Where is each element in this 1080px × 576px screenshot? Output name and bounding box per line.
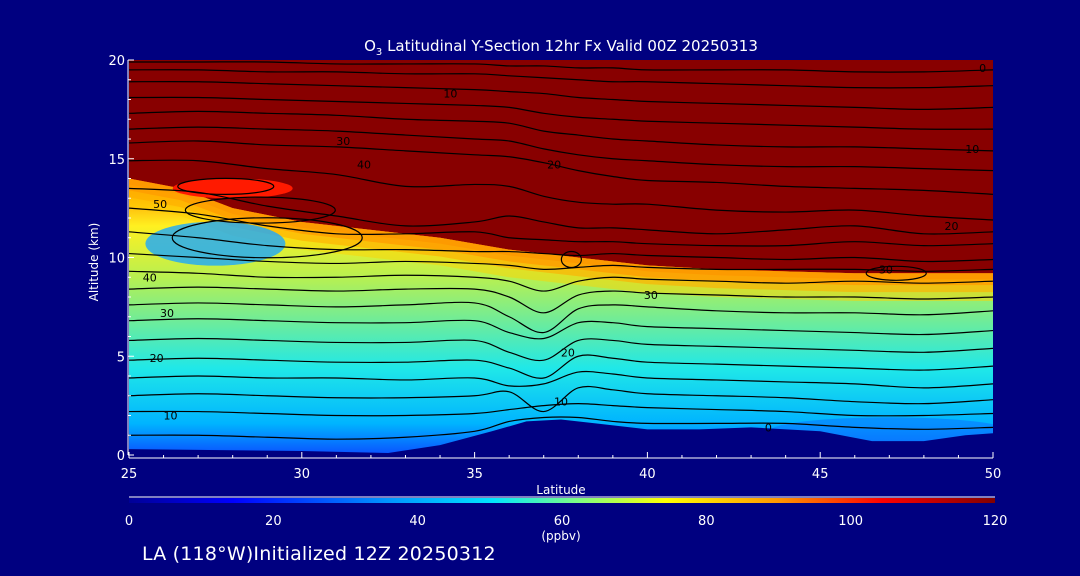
- x-tick-label: 40: [639, 467, 656, 482]
- y-tick-label: 0: [117, 449, 125, 464]
- contour-line: [129, 301, 993, 334]
- contour-line: [129, 385, 993, 413]
- contour-label: 10: [965, 143, 979, 156]
- contour-line: [129, 61, 993, 73]
- contour-line: [129, 80, 993, 110]
- x-tick-label: 35: [466, 467, 483, 482]
- y-tick-label: 20: [108, 54, 125, 69]
- contour-line: [129, 187, 993, 235]
- x-axis-label: Latitude: [536, 483, 585, 497]
- colorbar-tick-label: 0: [125, 514, 133, 529]
- contour-line: [865, 265, 927, 281]
- tropopause-band: [129, 178, 993, 301]
- colorbar-tick-label: 80: [698, 514, 715, 529]
- contour-line: [171, 217, 363, 259]
- contour-line: [129, 96, 993, 130]
- contour-label: 0: [765, 421, 772, 434]
- y-tick-label: 15: [108, 153, 125, 168]
- contour-label: 30: [336, 135, 350, 148]
- contour-label: 40: [143, 271, 157, 284]
- contour-label: 10: [443, 88, 457, 101]
- tropopause-band: [129, 178, 993, 293]
- contour-line: [129, 354, 993, 379]
- y-axis-label: Altitude (km): [87, 223, 101, 302]
- chart-title: O3 Latitudinal Y-Section 12hr Fx Valid 0…: [364, 37, 758, 58]
- contour-label: 20: [150, 352, 164, 365]
- contour-line: [129, 231, 993, 263]
- contour-line: [129, 159, 993, 221]
- y-tick-label: 5: [117, 350, 125, 365]
- contour-label: 0: [979, 62, 986, 75]
- contour-label: 30: [160, 307, 174, 320]
- contour-line: [129, 69, 993, 89]
- colorbar-tick-label: 120: [983, 514, 1008, 529]
- contour-line: [560, 250, 582, 269]
- colorbar-tick-label: 40: [409, 514, 426, 529]
- contour-line: [177, 177, 275, 195]
- contour-label: 10: [163, 410, 177, 423]
- colorbar: [129, 498, 995, 503]
- contour-label: 20: [945, 220, 959, 233]
- contour-label: 50: [153, 198, 167, 211]
- contour-line: [129, 286, 993, 314]
- contour-label: 30: [879, 263, 893, 276]
- contour-label: 10: [554, 396, 568, 409]
- colorbar-tick-label: 100: [838, 514, 863, 529]
- low-ozone-pocket: [145, 221, 286, 266]
- contour-line: [129, 126, 993, 172]
- contour-line: [129, 207, 993, 247]
- x-tick-label: 50: [985, 467, 1002, 482]
- contour-line: [129, 140, 993, 195]
- contour-line: [184, 196, 336, 224]
- terrain: [129, 419, 993, 455]
- contour-label: 20: [547, 159, 561, 172]
- x-tick-label: 25: [121, 467, 138, 482]
- colorbar-tick-label: 60: [554, 514, 571, 529]
- contour-line: [129, 110, 993, 152]
- contour-line: [129, 403, 993, 417]
- contour-label: 40: [357, 159, 371, 172]
- initialization-footer: LA (118°W)Initialized 12Z 20250312: [142, 543, 496, 565]
- contour-label: 20: [561, 346, 575, 359]
- y-tick-label: 10: [108, 252, 125, 267]
- x-tick-label: 45: [812, 467, 829, 482]
- colorbar-tick-label: 20: [265, 514, 282, 529]
- contour-label: 30: [644, 289, 658, 302]
- contour-line: [129, 337, 993, 362]
- contour-line: [129, 370, 993, 389]
- plot-area: 10 30 40 50 20 0 10 20 30 30 40 30 20 20 10 10 0: [129, 60, 993, 455]
- contour-line: [129, 252, 993, 272]
- colorbar-unit-label: (ppbv): [541, 529, 580, 543]
- contour-line: [129, 416, 993, 440]
- contour-line: [129, 270, 993, 292]
- contour-line: [129, 318, 993, 340]
- x-tick-label: 30: [294, 467, 311, 482]
